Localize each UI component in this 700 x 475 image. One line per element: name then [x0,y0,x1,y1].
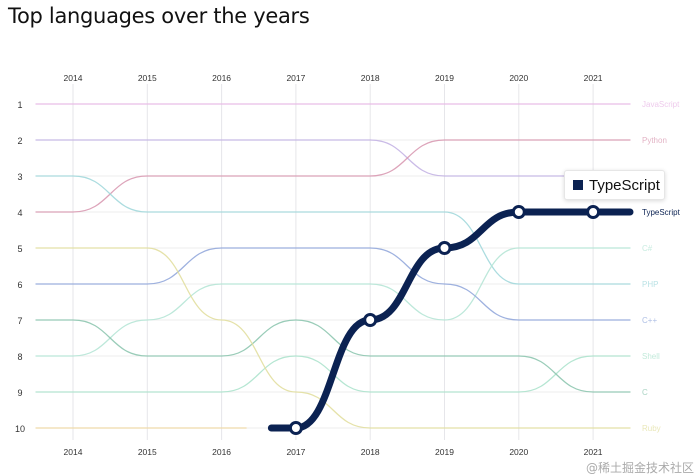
year-tick-label-bottom: 2017 [286,447,305,457]
rank-tick-label: 8 [17,352,22,362]
year-tick-label-bottom: 2014 [64,447,83,457]
series-end-label: C [642,388,648,397]
year-tick-label-bottom: 2018 [361,447,380,457]
rank-tick-label: 4 [17,208,22,218]
year-tick-label-top: 2016 [212,73,231,83]
year-tick-label-bottom: 2015 [138,447,157,457]
rank-tick-label: 7 [17,316,22,326]
rank-tick-label: 5 [17,244,22,254]
rank-tick-label: 9 [17,388,22,398]
series-line-php [35,175,631,285]
series-line-c- [35,247,631,321]
year-tick-label-top: 2014 [64,73,83,83]
tooltip: TypeScript [564,170,665,200]
year-tick-label-bottom: 2021 [584,447,603,457]
rank-tick-label: 1 [17,100,22,110]
series-end-label: Ruby [642,424,661,433]
series-line-typescript [267,208,634,432]
series-end-label: Shell [642,352,660,361]
series-line-ruby [35,247,631,429]
rank-tick-label: 6 [17,280,22,290]
year-tick-label-top: 2015 [138,73,157,83]
data-point [288,421,303,435]
series-line-c- [35,247,631,357]
series-end-label: TypeScript [642,208,681,217]
data-point [437,241,452,255]
series-end-label: JavaScript [642,100,680,109]
chart-title: Top languages over the years [8,4,310,28]
data-point [511,205,526,219]
series-end-label: C# [642,244,653,253]
tooltip-label: TypeScript [589,176,660,194]
series-end-label: C++ [642,316,657,325]
series-line-unlabeled [35,139,631,177]
rank-tick-label: 10 [15,424,25,434]
year-tick-label-top: 2020 [509,73,528,83]
year-tick-label-top: 2021 [584,73,603,83]
legend-swatch-icon [573,180,583,190]
series-line-python [35,139,631,213]
rank-tick-label: 3 [17,172,22,182]
year-tick-label-top: 2017 [286,73,305,83]
year-tick-label-top: 2019 [435,73,454,83]
data-point [363,313,378,327]
series-end-label: Python [642,136,667,145]
year-tick-label-top: 2018 [361,73,380,83]
year-tick-label-bottom: 2019 [435,447,454,457]
data-point [586,205,601,219]
series-line-c [35,319,631,393]
series-end-label: PHP [642,280,658,289]
year-tick-label-bottom: 2016 [212,447,231,457]
year-tick-label-bottom: 2020 [509,447,528,457]
watermark: @稀土掘金技术社区 [585,461,694,475]
rank-tick-label: 2 [17,136,22,146]
